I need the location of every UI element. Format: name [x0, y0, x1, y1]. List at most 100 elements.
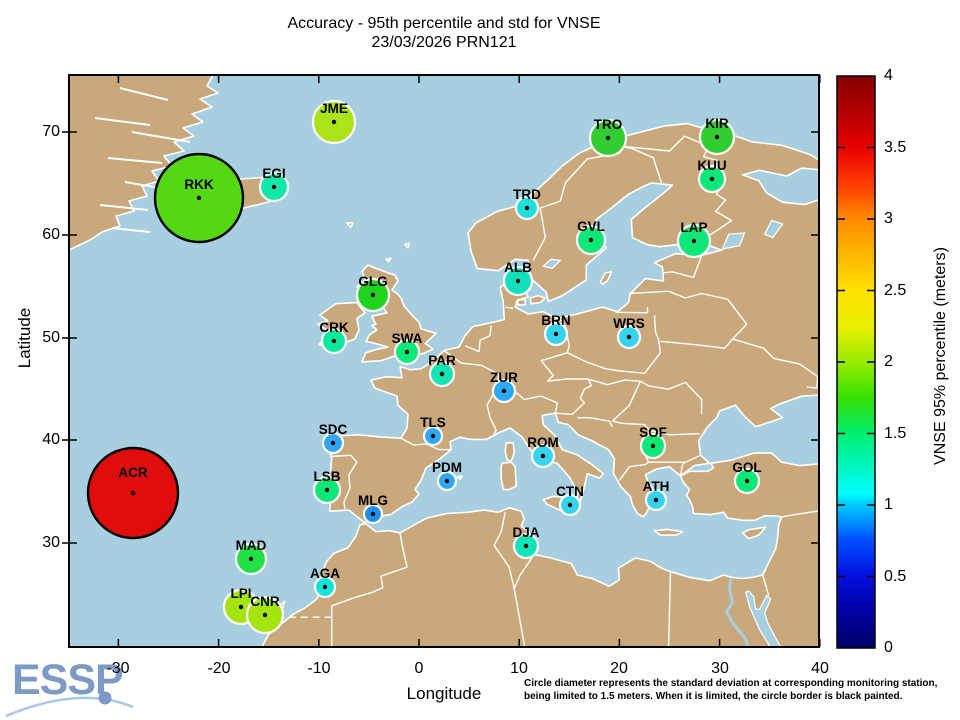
station-label-MAD: MAD — [236, 538, 267, 553]
station-label-PAR: PAR — [428, 353, 456, 368]
x-tick-label-4: 10 — [510, 660, 528, 677]
colorbar-ticks — [837, 146, 875, 578]
station-label-ATH: ATH — [643, 479, 670, 494]
station-dot-GVL — [588, 237, 594, 243]
map-area: JME RKK EGI TRO KIR KUU TRD GVL LAP ALB GLG CRK SWA B… — [69, 75, 819, 647]
y-tick-label-3: 60 — [42, 226, 60, 243]
country-border — [662, 271, 694, 279]
country-border — [648, 381, 703, 415]
chart-title-line1: Accuracy - 95th percentile and std for V… — [287, 15, 601, 32]
red-sea — [744, 590, 782, 647]
island — [599, 270, 613, 286]
station-dot-WRS — [626, 334, 632, 340]
station-label-TRD: TRD — [513, 187, 541, 202]
colorbar-label: VNSE 95% percentile (meters) — [932, 247, 949, 465]
station-label-SWA: SWA — [392, 331, 423, 346]
station-dot-DJA — [523, 543, 529, 549]
station-label-AGA: AGA — [310, 566, 340, 581]
fjord-line — [94, 117, 151, 126]
country-border — [660, 338, 734, 349]
country-border — [555, 397, 585, 415]
station-dot-SWA — [404, 349, 410, 355]
colorbar-tick-label-2: 1 — [884, 496, 893, 513]
country-border — [762, 574, 770, 596]
colorbar-tick-label-6: 3 — [884, 210, 893, 227]
station-dot-BRN — [553, 331, 559, 337]
station-label-GVL: GVL — [577, 219, 605, 234]
fjord-line — [107, 157, 163, 164]
island — [741, 526, 767, 540]
station-dot-SOF — [650, 443, 656, 449]
country-border — [493, 512, 515, 589]
plot-frame — [68, 74, 820, 648]
country-border — [329, 454, 358, 510]
island — [500, 461, 518, 491]
island — [529, 294, 547, 305]
country-border — [588, 378, 649, 387]
country-border — [781, 510, 819, 518]
country-border — [629, 290, 686, 299]
station-label-TLS: TLS — [420, 415, 446, 430]
stations-layer: JME RKK EGI TRO KIR KUU TRD GVL LAP ALB GLG CRK SWA B… — [86, 99, 762, 635]
station-label-KIR: KIR — [705, 116, 729, 131]
country-border — [331, 532, 408, 618]
station-label-BRN: BRN — [541, 313, 570, 328]
station-dot-TRD — [524, 205, 530, 211]
colorbar-tick-label-8: 4 — [884, 67, 893, 84]
island — [346, 222, 354, 229]
station-dot-LSB — [324, 487, 330, 493]
station-dot-MLG — [370, 511, 376, 517]
station-dot-GLG — [370, 292, 376, 298]
station-dot-SDC — [330, 440, 336, 446]
station-dot-RKK — [196, 195, 202, 201]
footnote-line1: Circle diameter represents the standard … — [524, 678, 938, 689]
nile-river — [724, 578, 750, 647]
station-label-MLG: MLG — [358, 493, 388, 508]
essp-logo-arc — [5, 691, 134, 718]
station-dot-EGI — [271, 184, 277, 190]
country-border — [577, 417, 614, 428]
footnote-line2: being limited to 1.5 meters. When it is … — [524, 691, 903, 702]
x-tick-label-7: 40 — [811, 660, 829, 677]
station-label-CRK: CRK — [319, 320, 348, 335]
lake — [541, 258, 562, 270]
station-label-WRS: WRS — [613, 316, 645, 331]
station-label-ROM: ROM — [527, 435, 559, 450]
country-border — [547, 378, 589, 382]
country-border — [400, 437, 452, 451]
station-label-DJA: DJA — [512, 525, 539, 540]
station-dot-ALB — [515, 278, 521, 284]
station-label-CTN: CTN — [556, 484, 584, 499]
fjord-line — [119, 87, 169, 101]
country-border — [615, 307, 649, 314]
y-tick-label-2: 50 — [42, 329, 60, 346]
station-label-EGI: EGI — [262, 166, 285, 181]
x-tick-label-2: -10 — [307, 660, 331, 677]
country-border — [540, 352, 568, 382]
station-label-CNR: CNR — [250, 594, 279, 609]
country-border — [505, 306, 514, 309]
station-dot-LAP — [691, 238, 697, 244]
station-label-ZUR: ZUR — [490, 370, 518, 385]
station-dot-ZUR — [501, 388, 507, 394]
island — [404, 242, 410, 249]
station-label-LPI: LPI — [230, 586, 251, 601]
station-label-RKK: RKK — [184, 177, 213, 192]
station-label-LSB: LSB — [314, 469, 341, 484]
station-dot-PAR — [439, 371, 445, 377]
fjord-line — [99, 204, 149, 211]
x-tick-label-1: -20 — [207, 660, 231, 677]
station-dot-KUU — [709, 176, 715, 182]
station-dot-LPI — [238, 604, 244, 610]
fjord-line — [131, 131, 191, 143]
country-border — [579, 378, 592, 399]
colorbar-tick-label-3: 1.5 — [884, 425, 907, 442]
orbit-arc-icon — [5, 696, 134, 718]
island — [385, 257, 392, 263]
fjord-line — [111, 227, 151, 233]
x-axis-label: Longitude — [406, 684, 482, 703]
landmass — [322, 122, 819, 524]
lake — [721, 232, 746, 250]
x-tick-label-0: -30 — [106, 660, 130, 677]
